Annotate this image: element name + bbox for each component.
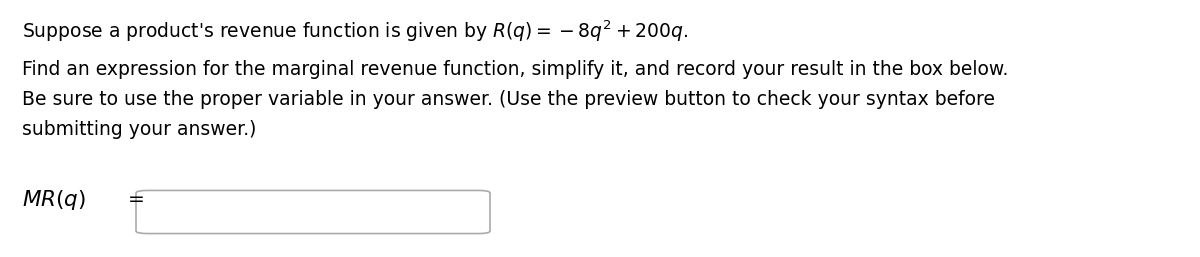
- Text: Be sure to use the proper variable in your answer. (Use the preview button to ch: Be sure to use the proper variable in yo…: [22, 90, 995, 109]
- Text: submitting your answer.): submitting your answer.): [22, 120, 257, 139]
- Text: Suppose a product's revenue function is given by $R(q) = -8q^2 + 200q.$: Suppose a product's revenue function is …: [22, 18, 688, 43]
- Text: Find an expression for the marginal revenue function, simplify it, and record yo: Find an expression for the marginal reve…: [22, 60, 1008, 79]
- Text: =: =: [128, 190, 145, 209]
- Text: $\mathit{MR}(q)$: $\mathit{MR}(q)$: [22, 188, 86, 212]
